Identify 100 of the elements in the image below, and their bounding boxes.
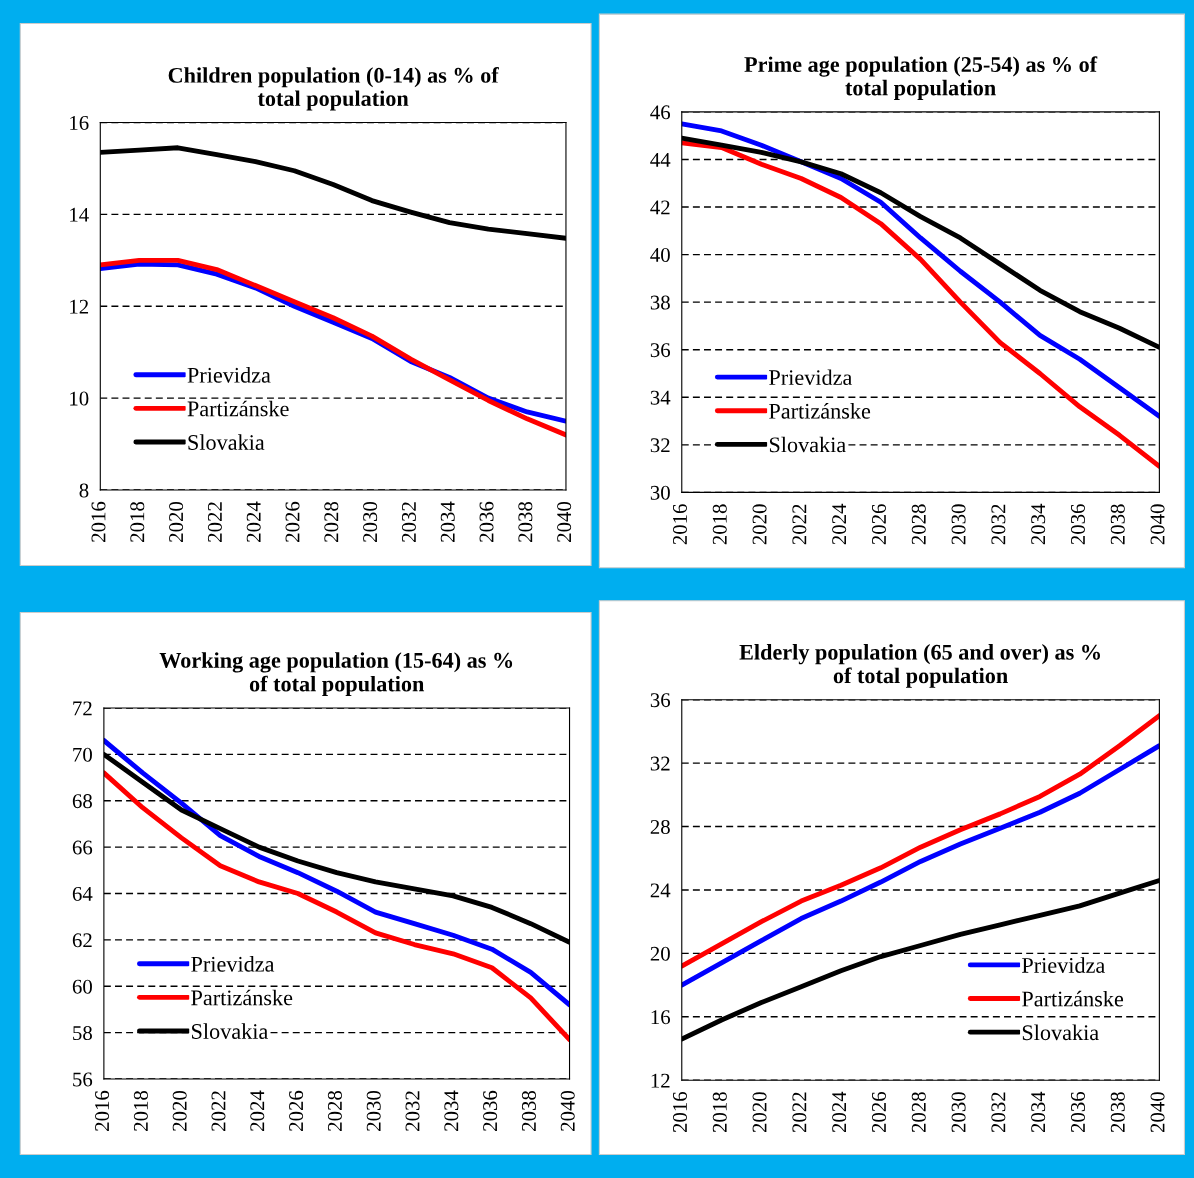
x-tick-label: 2024 xyxy=(250,1090,265,1131)
y-tick-label: 20 xyxy=(650,946,670,961)
x-tick-label: 2034 xyxy=(440,501,455,542)
x-tick-label: 2016 xyxy=(91,501,106,542)
x-tick-label: 2032 xyxy=(401,502,416,542)
y-tick-label: 16 xyxy=(651,1010,671,1025)
y-tick-label: 24 xyxy=(650,883,671,898)
line-series xyxy=(681,140,1160,469)
x-tick-label: 2020 xyxy=(752,1092,767,1133)
legend-label: Partizánske xyxy=(191,989,293,1006)
x-tick-label: 2038 xyxy=(518,501,533,542)
legend-label: Slovakia xyxy=(769,436,846,453)
y-tick-label: 64 xyxy=(72,886,93,901)
x-tick-label: 2026 xyxy=(871,1091,886,1133)
x-tick-label: 2028 xyxy=(911,504,926,545)
y-tick-label: 12 xyxy=(70,299,89,314)
x-tick-label: 2026 xyxy=(289,1090,304,1131)
y-tick-label: 14 xyxy=(70,207,89,222)
x-tick-label: 2040 xyxy=(560,1090,575,1131)
x-tick-label: 2036 xyxy=(483,1090,498,1131)
x-tick-label: 2040 xyxy=(557,501,572,542)
x-tick-label: 2038 xyxy=(1110,504,1125,545)
chart-title: Prime age population (25-54) as % of total population xyxy=(744,56,1098,100)
x-tick-label: 2020 xyxy=(169,501,184,542)
line-series xyxy=(681,743,1160,988)
y-tick-label: 68 xyxy=(72,794,92,809)
x-tick-label: 2034 xyxy=(1031,503,1046,545)
x-tick-label: 2028 xyxy=(911,1092,926,1133)
y-tick-label: 42 xyxy=(650,200,670,215)
x-tick-label: 2026 xyxy=(871,504,886,545)
x-tick-label: 2018 xyxy=(130,501,145,542)
x-tick-label: 2036 xyxy=(479,501,494,542)
legend-label: Prievidza xyxy=(769,369,853,386)
x-tick-label: 2036 xyxy=(1070,1091,1085,1133)
x-tick-label: 2024 xyxy=(246,501,261,542)
legend-label: Slovakia xyxy=(192,1023,269,1039)
x-tick-label: 2038 xyxy=(1110,1092,1125,1133)
y-tick-label: 60 xyxy=(72,979,92,994)
chart-title: Elderly population (65 and over) as % of total population xyxy=(739,644,1100,688)
x-tick-label: 2022 xyxy=(792,504,807,545)
x-tick-label: 2022 xyxy=(792,1092,807,1133)
x-tick-label: 2022 xyxy=(211,1091,226,1131)
chart-title: Working age population (15-64) as % of total population xyxy=(159,652,513,697)
line-series xyxy=(103,738,570,1008)
x-tick-label: 2016 xyxy=(672,504,687,545)
y-tick-label: 70 xyxy=(73,747,92,762)
chart-title: Children population (0-14) as % of total population xyxy=(168,66,499,111)
y-tick-label: 46 xyxy=(650,105,671,120)
x-tick-label: 2030 xyxy=(951,504,966,545)
x-tick-label: 2026 xyxy=(285,501,300,542)
x-tick-label: 2022 xyxy=(207,502,222,542)
x-tick-label: 2018 xyxy=(712,1092,727,1133)
y-tick-label: 32 xyxy=(650,438,670,453)
x-tick-label: 2032 xyxy=(405,1091,420,1131)
y-tick-label: 34 xyxy=(650,390,671,405)
y-tick-label: 56 xyxy=(73,1072,93,1087)
y-tick-label: 58 xyxy=(73,1026,92,1041)
x-tick-label: 2030 xyxy=(363,501,378,542)
x-tick-label: 2028 xyxy=(327,1090,342,1131)
y-tick-label: 12 xyxy=(651,1073,670,1088)
x-tick-label: 2038 xyxy=(521,1090,536,1131)
x-tick-label: 2024 xyxy=(832,1091,847,1133)
x-tick-label: 2032 xyxy=(991,1092,1006,1133)
legend-label: Prievidza xyxy=(1022,957,1105,973)
y-tick-label: 44 xyxy=(650,152,671,167)
x-tick-label: 2040 xyxy=(1150,504,1165,545)
x-tick-label: 2020 xyxy=(752,504,767,545)
y-tick-label: 38 xyxy=(650,295,670,310)
x-tick-label: 2024 xyxy=(832,503,847,545)
x-tick-label: 2030 xyxy=(366,1090,381,1131)
y-tick-label: 72 xyxy=(73,701,92,716)
y-tick-label: 36 xyxy=(650,343,671,358)
line-series xyxy=(103,770,570,1043)
legend-label: Slovakia xyxy=(1022,1024,1099,1041)
y-tick-label: 36 xyxy=(650,693,671,708)
x-tick-label: 2028 xyxy=(324,501,339,542)
x-tick-label: 2016 xyxy=(95,1090,110,1131)
y-tick-label: 28 xyxy=(650,819,670,834)
y-tick-label: 16 xyxy=(70,115,89,130)
x-tick-label: 2036 xyxy=(1070,504,1085,545)
x-tick-label: 2034 xyxy=(444,1090,459,1131)
y-tick-label: 62 xyxy=(72,933,92,948)
x-tick-label: 2034 xyxy=(1031,1091,1046,1133)
y-tick-label: 30 xyxy=(650,485,670,500)
legend-label: Partizánske xyxy=(187,400,289,417)
legend-label: Prievidza xyxy=(191,956,275,972)
legend-label: Slovakia xyxy=(188,434,265,450)
y-tick-label: 40 xyxy=(650,247,670,263)
y-tick-label: 66 xyxy=(72,840,93,855)
x-tick-label: 2030 xyxy=(951,1092,966,1133)
y-tick-label: 8 xyxy=(79,483,89,498)
x-tick-label: 2032 xyxy=(991,504,1006,545)
legend-label: Partizánske xyxy=(1022,990,1124,1007)
legend-label: Prievidza xyxy=(187,367,271,383)
y-tick-label: 32 xyxy=(650,756,670,771)
x-tick-label: 2018 xyxy=(133,1090,148,1131)
line-series xyxy=(681,121,1160,419)
y-tick-label: 10 xyxy=(70,391,89,406)
x-tick-label: 2016 xyxy=(672,1091,687,1133)
x-tick-label: 2020 xyxy=(172,1090,187,1131)
